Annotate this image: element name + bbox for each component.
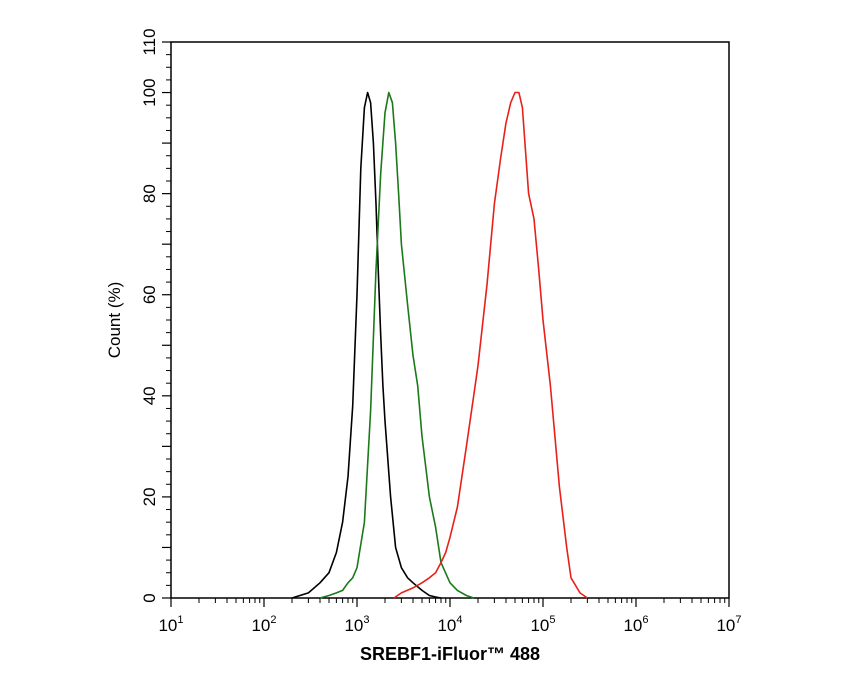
x-tick-label: 105 <box>530 614 555 635</box>
y-tick-label: 110 <box>140 28 159 55</box>
x-tick-label: 107 <box>716 614 741 635</box>
x-axis-title: SREBF1-iFluor™ 488 <box>360 644 540 664</box>
x-tick-label: 104 <box>437 614 462 635</box>
x-tick-label: 102 <box>251 614 276 635</box>
y-tick-label: 0 <box>140 593 159 602</box>
y-tick-label: 20 <box>140 487 159 506</box>
plot-frame <box>170 41 730 599</box>
x-tick-label: 101 <box>158 614 183 635</box>
y-tick-label: 80 <box>140 184 159 203</box>
x-tick-labels: 101 102 103 104 105 106 107 <box>158 614 741 635</box>
histogram-line <box>291 91 442 599</box>
y-major-ticks <box>162 41 171 599</box>
x-tick-label: 103 <box>344 614 369 635</box>
y-tick-label: 60 <box>140 285 159 304</box>
x-major-ticks <box>170 598 730 607</box>
x-minor-ticks <box>198 598 726 603</box>
histogram-series <box>291 91 588 599</box>
y-tick-label: 40 <box>140 386 159 405</box>
y-tick-label: 100 <box>140 78 159 106</box>
y-minor-ticks <box>166 54 171 586</box>
x-tick-label: 106 <box>623 614 648 635</box>
histogram-line <box>319 91 474 599</box>
y-axis-title: Count (%) <box>105 282 124 359</box>
histogram-line <box>393 91 588 599</box>
y-tick-labels: 0 20 40 60 80 100 110 <box>140 28 159 602</box>
